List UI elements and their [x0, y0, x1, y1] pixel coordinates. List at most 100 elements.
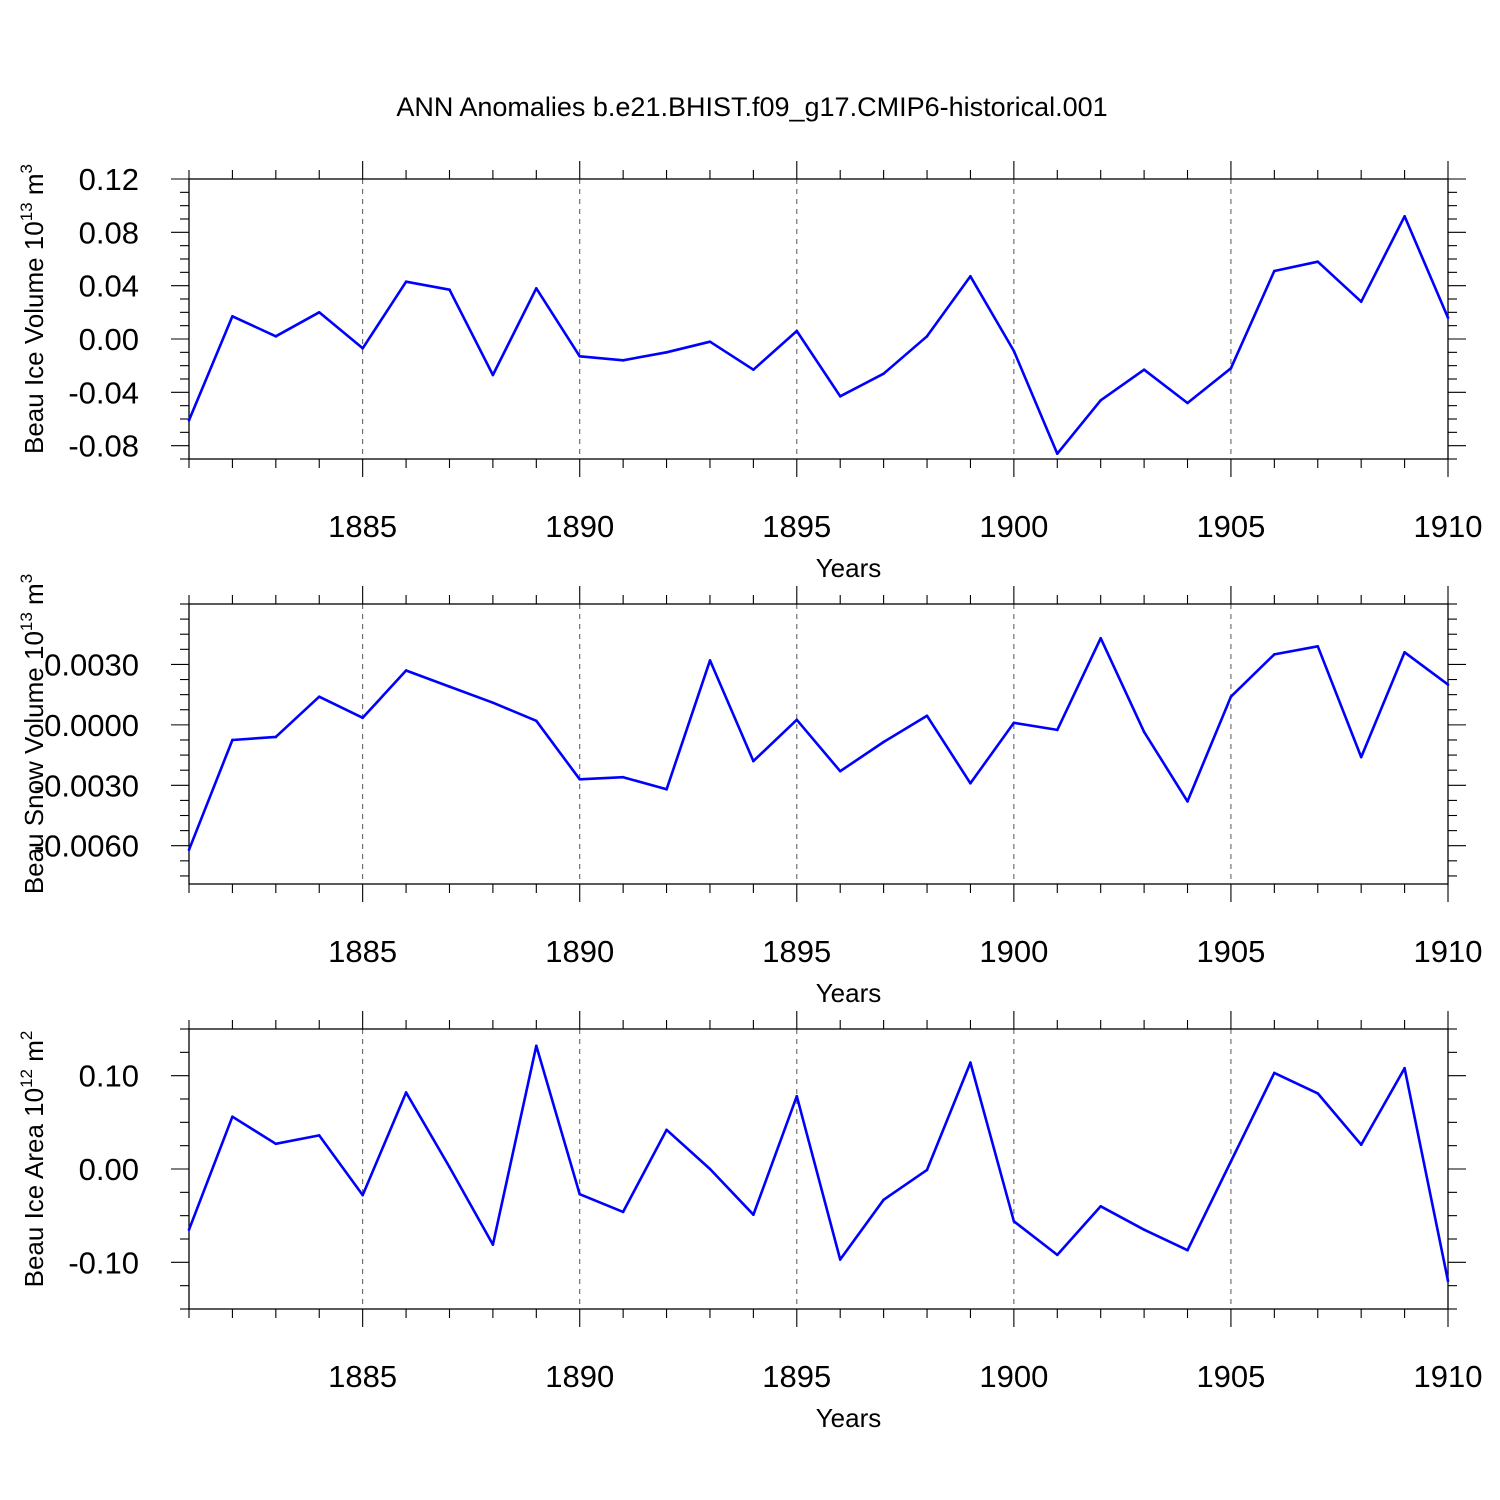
data-point-1882 [231, 738, 234, 742]
data-point-1884 [317, 1134, 321, 1137]
data-point-1891 [621, 775, 625, 779]
y-tick-label: -0.0030 [34, 768, 139, 803]
data-point-1901 [1055, 728, 1059, 732]
data-point-1895 [795, 718, 799, 722]
x-tick-label: 1885 [328, 1359, 397, 1394]
x-tick-label: 1890 [545, 934, 614, 969]
data-point-1901 [1055, 452, 1059, 455]
data-point-1896 [838, 395, 842, 398]
x-tick-label: 1900 [979, 509, 1048, 544]
series-line-ice-volume [187, 215, 1450, 456]
data-point-1907 [1316, 1092, 1320, 1095]
y-axis-title-exponent: 12 [17, 1069, 36, 1088]
x-axis-title: Years [816, 978, 882, 1008]
y-axis-title: Beau Snow Volume 1013 m3 [17, 574, 49, 894]
y-axis-title-exponent: 13 [17, 612, 36, 631]
data-point-1898 [925, 1168, 929, 1172]
data-points [187, 1044, 1450, 1283]
data-point-1901 [1055, 1253, 1059, 1257]
data-point-1903 [1142, 730, 1146, 734]
panels: 0.12 0.08 0.04 0.00 -0.04 -0.08 1885 1890 1895 19… [17, 161, 1482, 1433]
data-point-1886 [404, 669, 408, 672]
data-points [187, 636, 1450, 852]
plot-frame [188, 1028, 1449, 1310]
data-point-1895 [795, 1094, 799, 1098]
data-point-1889 [535, 287, 538, 290]
data-point-1902 [1099, 399, 1102, 402]
data-point-1910 [1446, 316, 1450, 319]
data-point-1899 [969, 275, 972, 278]
series-line-ice-area [187, 1044, 1450, 1282]
data-point-1893 [708, 1167, 712, 1171]
x-tick-label: 1890 [545, 1359, 614, 1394]
panel-snow-volume: 0.0030 0.0000 -0.0030 -0.0060 1885 1890 1895 19… [17, 574, 1482, 1008]
data-point-1882 [231, 315, 234, 318]
data-point-1908 [1359, 300, 1363, 303]
data-point-1905 [1229, 367, 1233, 370]
y-tick-label: 0.00 [79, 322, 139, 357]
y-axis-title-text: Beau Snow Volume 10 [19, 631, 49, 894]
y-axis-title-unit-exponent: 3 [17, 164, 36, 173]
data-point-1891 [621, 359, 625, 362]
x-tick-label: 1905 [1196, 1359, 1265, 1394]
data-point-1892 [665, 788, 668, 791]
y-tick-label: -0.08 [68, 429, 139, 464]
data-point-1883 [274, 1142, 278, 1146]
data-point-1902 [1099, 636, 1102, 640]
x-tick-label: 1895 [762, 1359, 831, 1394]
data-point-1887 [448, 685, 451, 688]
data-point-1897 [882, 1198, 885, 1202]
data-point-1910 [1446, 1279, 1450, 1283]
data-point-1889 [535, 719, 538, 723]
data-point-1899 [969, 781, 972, 785]
data-point-1909 [1403, 1066, 1406, 1070]
data-point-1893 [708, 659, 712, 662]
data-point-1885 [361, 1193, 364, 1197]
data-point-1884 [317, 695, 321, 698]
data-point-1890 [578, 355, 582, 358]
data-point-1906 [1273, 653, 1276, 656]
plot-frame [188, 178, 1449, 460]
data-point-1890 [578, 1192, 582, 1196]
y-tick-label: 0.12 [79, 162, 139, 197]
y-tick-label: 0.10 [79, 1059, 139, 1094]
data-point-1905 [1229, 695, 1233, 698]
data-point-1904 [1186, 800, 1189, 803]
y-axis-title-unit-exponent: 2 [17, 1031, 36, 1040]
y-tick-label: 0.04 [79, 269, 139, 304]
data-point-1885 [361, 347, 364, 350]
x-tick-label: 1910 [1414, 934, 1483, 969]
data-point-1900 [1012, 1219, 1016, 1223]
data-point-1888 [491, 373, 495, 377]
data-point-1908 [1359, 1143, 1363, 1147]
data-point-1898 [925, 714, 929, 718]
y-axis-title-unit: m [19, 583, 49, 612]
y-tick-label: 0.08 [79, 215, 139, 250]
data-point-1897 [882, 372, 885, 375]
data-point-1904 [1186, 1248, 1189, 1252]
data-point-1896 [838, 1258, 842, 1261]
y-axis-title-exponent: 13 [17, 202, 36, 221]
data-point-1910 [1446, 683, 1450, 686]
data-point-1898 [925, 335, 929, 338]
data-point-1883 [274, 735, 278, 739]
x-tick-label: 1895 [762, 934, 831, 969]
data-point-1900 [1012, 349, 1016, 353]
x-tick-label: 1900 [979, 934, 1048, 969]
data-point-1908 [1359, 755, 1363, 759]
data-point-1887 [448, 1165, 451, 1169]
data-point-1891 [621, 1210, 625, 1214]
data-point-1904 [1186, 401, 1189, 405]
data-point-1907 [1316, 645, 1320, 648]
y-axis-title-unit: m [19, 173, 49, 202]
figure-title: ANN Anomalies b.e21.BHIST.f09_g17.CMIP6-… [396, 92, 1107, 122]
x-tick-label: 1910 [1414, 509, 1483, 544]
x-tick-label: 1885 [328, 509, 397, 544]
data-point-1881 [187, 848, 191, 852]
x-tick-label: 1910 [1414, 1359, 1483, 1394]
x-tick-label: 1900 [979, 1359, 1048, 1394]
data-point-1893 [708, 340, 712, 343]
y-axis-title: Beau Ice Area 1012 m2 [17, 1031, 49, 1288]
panel-ice-volume: 0.12 0.08 0.04 0.00 -0.04 -0.08 1885 1890 1895 19… [17, 161, 1482, 583]
